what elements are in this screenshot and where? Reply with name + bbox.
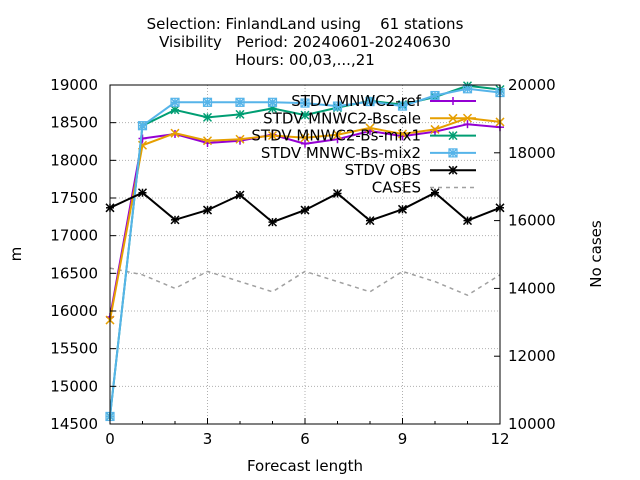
legend-marker-1 xyxy=(448,113,458,123)
legend-label-0: STDV MNWC2-ref xyxy=(291,92,421,110)
y2-tick-label: 12000 xyxy=(508,347,556,365)
legend-marker-3 xyxy=(448,148,458,158)
cases-series-layer xyxy=(109,267,501,297)
y-tick-label: 19000 xyxy=(50,76,98,94)
data-point-3 xyxy=(332,101,343,111)
data-point-2 xyxy=(300,110,310,120)
data-point-4 xyxy=(430,188,440,198)
legend-label-1: STDV MNWC2-Bscale xyxy=(263,109,421,127)
data-point-4 xyxy=(202,205,213,215)
chart-title-line-1: Selection: FinlandLand using 61 stations xyxy=(146,15,464,33)
data-point-4 xyxy=(170,215,180,225)
chart-title-line-3: Hours: 00,03,...,21 xyxy=(235,51,375,69)
data-point-2 xyxy=(235,109,245,119)
data-point-3 xyxy=(462,84,473,94)
legend-marker-2 xyxy=(448,131,458,141)
data-point-4 xyxy=(235,190,245,200)
axes: 14500 15000 15500 16000 16500 17000 17500 18000… xyxy=(7,76,605,475)
y2-tick-label: 18000 xyxy=(508,144,556,162)
y2-tick-label: 10000 xyxy=(508,415,556,433)
data-point-2 xyxy=(170,105,180,115)
data-point-1 xyxy=(332,130,343,140)
data-point-4 xyxy=(137,188,148,198)
data-point-4 xyxy=(365,216,375,226)
data-point-1 xyxy=(397,129,408,139)
data-point-3 xyxy=(137,121,148,131)
x-tick-label: 6 xyxy=(300,430,310,448)
data-point-1 xyxy=(202,136,213,146)
y-tick-label: 17000 xyxy=(50,227,98,245)
data-point-1 xyxy=(267,130,278,141)
data-point-2 xyxy=(202,112,213,122)
y-tick-label: 16500 xyxy=(50,264,98,282)
data-point-1 xyxy=(170,128,180,138)
data-point-3 xyxy=(170,97,180,107)
data-point-0 xyxy=(138,134,147,143)
data-point-4 xyxy=(332,188,343,199)
x-tick-label: 9 xyxy=(398,430,408,448)
data-point-4 xyxy=(397,204,408,214)
y-tick-label: 15500 xyxy=(50,340,98,358)
data-point-1 xyxy=(300,133,310,143)
data-point-3 xyxy=(202,97,213,107)
y2-tick-label: 14000 xyxy=(508,279,556,297)
data-point-3 xyxy=(430,90,440,101)
data-point-0 xyxy=(463,120,472,129)
chart-title-line-2: Visibility Period: 20240601-20240630 xyxy=(159,33,451,51)
data-point-0 xyxy=(301,139,309,148)
data-point-4 xyxy=(300,205,310,215)
data-point-3 xyxy=(397,101,408,111)
data-point-1 xyxy=(365,123,375,133)
x-axis-label: Forecast length xyxy=(247,457,363,475)
data-point-3 xyxy=(267,97,278,107)
legend-marker-4 xyxy=(448,165,458,175)
y2-tick-label: 16000 xyxy=(508,212,556,230)
y-tick-label: 17500 xyxy=(50,189,98,207)
y2-axis-label: No cases xyxy=(587,220,605,288)
series-layer xyxy=(105,81,505,422)
data-point-1 xyxy=(235,134,245,144)
x-tick-label: 0 xyxy=(105,430,115,448)
legend-label-5: CASES xyxy=(372,179,421,197)
data-point-1 xyxy=(430,124,440,134)
y2-tick-label: 20000 xyxy=(508,76,556,94)
legend-label-4: STDV OBS xyxy=(345,161,421,179)
data-point-0 xyxy=(333,135,342,144)
y-tick-label: 14500 xyxy=(50,415,98,433)
legend-label-3: STDV MNWC-Bs-mix2 xyxy=(261,144,421,162)
data-point-3 xyxy=(365,96,375,107)
grid-lines xyxy=(110,85,500,424)
series-line-5 xyxy=(109,267,501,297)
data-point-4 xyxy=(462,216,473,226)
data-point-3 xyxy=(235,97,245,107)
data-point-0 xyxy=(236,136,244,145)
x-tick-label: 12 xyxy=(490,430,509,448)
legend-marker-0 xyxy=(449,97,457,105)
y-tick-label: 15000 xyxy=(50,377,98,395)
y-tick-label: 18500 xyxy=(50,114,98,132)
legend-label-2: STDV MNWC2-Bs-mix1 xyxy=(251,127,421,145)
y-tick-label: 18000 xyxy=(50,151,98,169)
data-point-4 xyxy=(267,217,278,227)
y-tick-label: 16000 xyxy=(50,302,98,320)
data-point-3 xyxy=(300,98,310,108)
x-tick-label: 3 xyxy=(203,430,213,448)
y-axis-label: m xyxy=(7,247,25,262)
